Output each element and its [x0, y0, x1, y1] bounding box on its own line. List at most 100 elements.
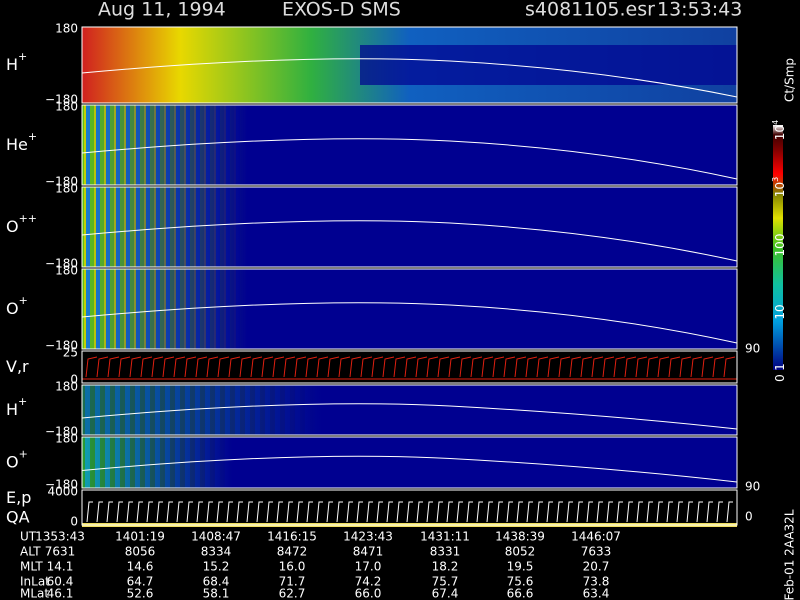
- trace: [81, 302, 738, 344]
- panel-frame: [81, 268, 738, 350]
- cell: 75.7: [432, 575, 459, 589]
- cell: 8334: [201, 545, 232, 559]
- panel-frame: [81, 350, 738, 384]
- cell: 20.7: [583, 560, 610, 574]
- panel-label: O+: [6, 294, 28, 318]
- cell: 16.0: [279, 560, 306, 574]
- colorbar-tick: 10: [773, 304, 787, 319]
- tick-exp: 4: [771, 120, 780, 125]
- cell: 1423:43: [343, 530, 393, 544]
- tick-exp: 3: [771, 177, 780, 182]
- cell: 58.1: [203, 587, 230, 600]
- tick-base: 100: [773, 234, 787, 257]
- panel-frame: [81, 26, 738, 104]
- tick-label: 180: [55, 380, 78, 394]
- panel-frame: [81, 489, 738, 526]
- label-sup: +: [19, 294, 28, 307]
- tick-label: −180: [45, 257, 78, 271]
- panel-label: H+: [6, 50, 27, 74]
- tick-label: 4000: [47, 485, 78, 499]
- cell: 74.2: [355, 575, 382, 589]
- cell: 7633: [581, 545, 612, 559]
- trace: [85, 356, 736, 378]
- cell: 15.2: [203, 560, 230, 574]
- time: 13:53:43: [657, 0, 742, 21]
- cell: 46.1: [47, 587, 74, 600]
- label-text: V,r: [6, 357, 29, 376]
- label-sup: +: [18, 50, 27, 63]
- tick-label: −180: [45, 93, 78, 107]
- cell: 1446:07: [571, 530, 621, 544]
- file: s4081105.esr: [525, 0, 655, 21]
- cell: 75.6: [507, 575, 534, 589]
- tick-label: −180: [45, 425, 78, 439]
- panel-label: O++: [6, 212, 37, 236]
- cell: 1416:15: [267, 530, 317, 544]
- panel-label: H+: [6, 395, 27, 419]
- tick-base: 10: [773, 182, 787, 197]
- right-tick-label: 90: [745, 342, 760, 356]
- panel-frame: [81, 384, 738, 436]
- panel-label: E,p: [6, 488, 31, 507]
- cell: 67.4: [432, 587, 459, 600]
- panel-label: He+: [6, 130, 37, 154]
- cell: 1401:19: [115, 530, 165, 544]
- colorbar-tick: 104: [771, 120, 787, 140]
- cell: 8056: [125, 545, 156, 559]
- cell: 63.4: [583, 587, 610, 600]
- tick-label: 180: [55, 182, 78, 196]
- cell: 8472: [277, 545, 308, 559]
- colorbar-tick: 0: [773, 374, 787, 382]
- right-tick-label: 0: [745, 510, 753, 524]
- tick-label: 0: [70, 373, 78, 387]
- label-text: E,p: [6, 488, 31, 507]
- cell: 8052: [505, 545, 536, 559]
- label-text: He: [6, 135, 28, 154]
- row-label: UT: [20, 530, 37, 544]
- label-sup: +: [28, 130, 37, 143]
- cell: 1431:11: [420, 530, 470, 544]
- panel-label: V,r: [6, 357, 29, 376]
- footer: Feb-01 2AA32L: [783, 509, 797, 600]
- panel-label: QA: [6, 508, 30, 527]
- cell: 73.8: [583, 575, 610, 589]
- tick-label: 180: [55, 264, 78, 278]
- tick-base: 10: [773, 304, 787, 319]
- instrument: EXOS-D SMS: [282, 0, 401, 21]
- cell: 71.7: [279, 575, 306, 589]
- cell: 66.6: [507, 587, 534, 600]
- colorbar: [773, 125, 783, 370]
- cell: 62.7: [279, 587, 306, 600]
- label-text: O: [6, 217, 19, 236]
- label-sup: +: [19, 448, 28, 461]
- panel-label: O+: [6, 448, 28, 472]
- panel-frame: [81, 186, 738, 268]
- row-label: MLT: [20, 560, 43, 574]
- trace: [81, 220, 738, 262]
- trace: [81, 455, 738, 483]
- trace: [81, 138, 738, 180]
- tick-base: 1: [773, 363, 787, 371]
- colorbar-tick: 103: [771, 177, 787, 197]
- panel-bg: [82, 269, 247, 349]
- date: Aug 11, 1994: [98, 0, 226, 21]
- panel-bg: [82, 437, 232, 488]
- panel-bg: [360, 45, 737, 85]
- cell: 19.5: [507, 560, 534, 574]
- panels: [81, 26, 738, 527]
- tick-label: −180: [45, 339, 78, 353]
- right-tick-label: 90: [745, 480, 760, 494]
- row-label: MLat: [20, 587, 49, 600]
- cell: 66.0: [355, 587, 382, 600]
- colorbar-tick: 100: [773, 234, 787, 257]
- row-label: ALT: [20, 545, 41, 559]
- cell: 7631: [45, 545, 76, 559]
- cell: 68.4: [203, 575, 230, 589]
- label-text: O: [6, 299, 19, 318]
- cell: 1353:43: [35, 530, 85, 544]
- cell: 1438:39: [495, 530, 545, 544]
- tick-label: 180: [55, 432, 78, 446]
- cell: 1408:47: [191, 530, 241, 544]
- cell: 8331: [430, 545, 461, 559]
